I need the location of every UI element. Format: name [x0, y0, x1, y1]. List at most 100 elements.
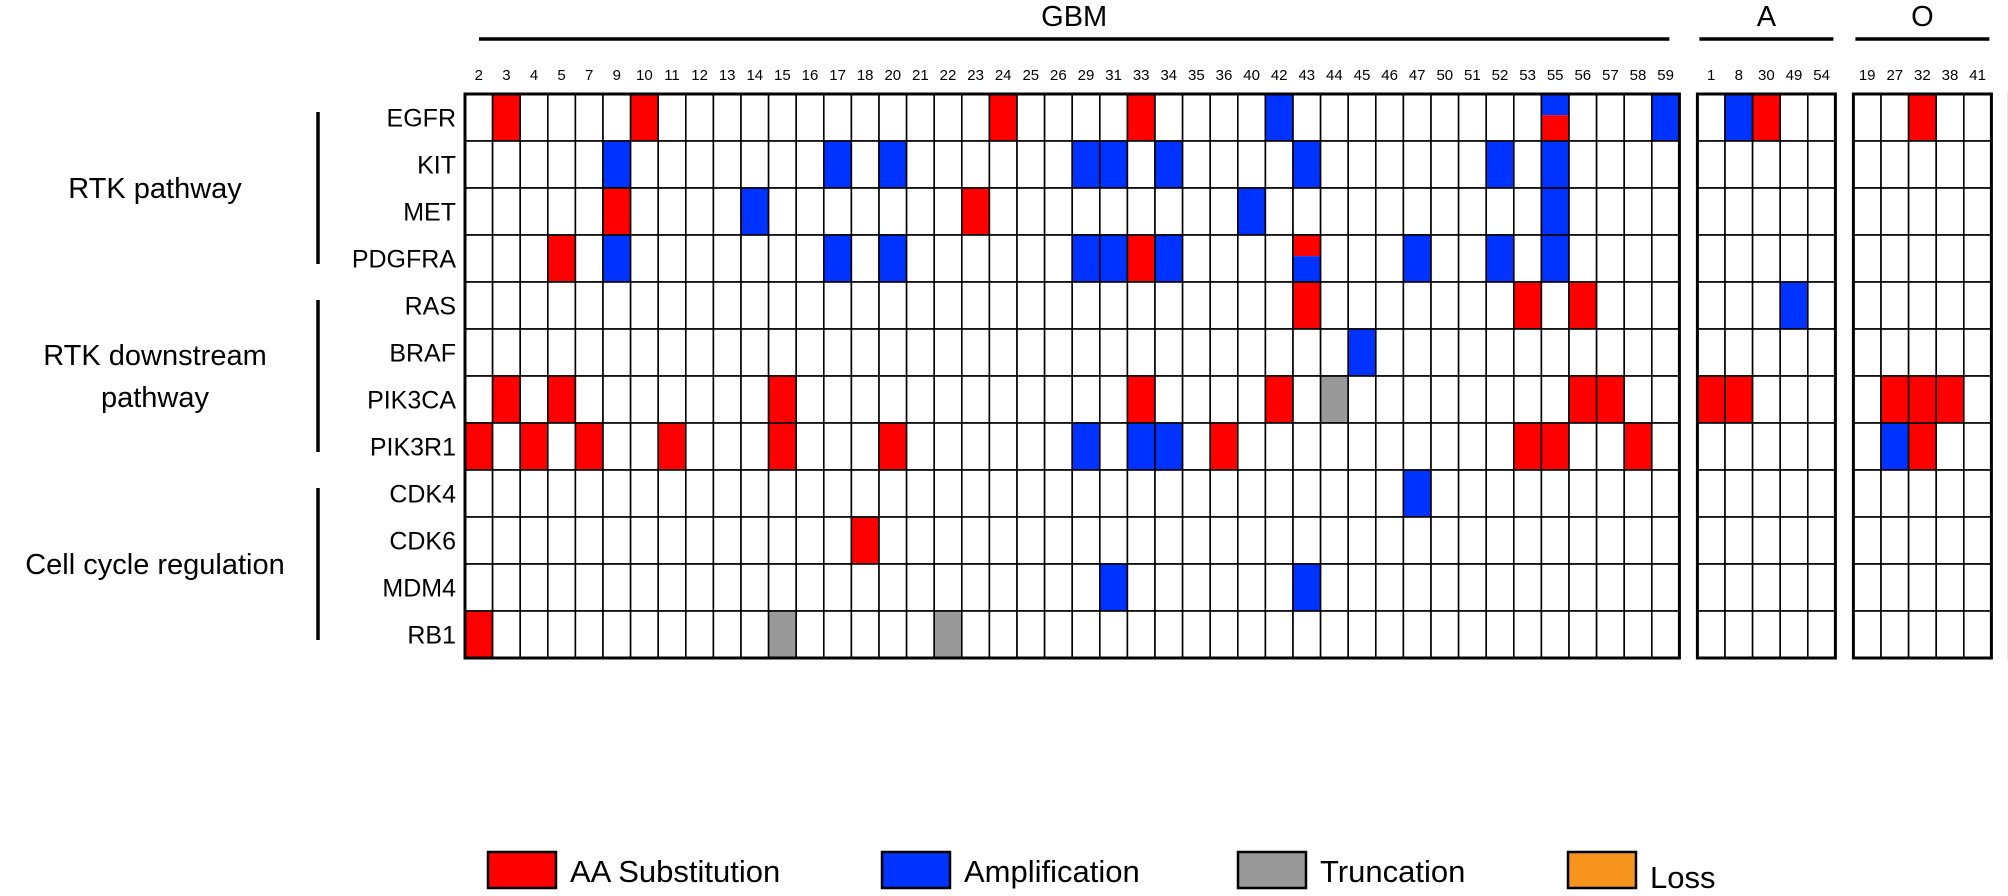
cell-egfr-sample-4	[519, 93, 549, 142]
cell-rb1-sample-54	[1807, 610, 1837, 659]
cell-cdk6-sample-7	[574, 516, 604, 565]
cell-kit-sample-19	[1852, 140, 1882, 189]
cell-pdgfra-sample-10	[629, 234, 659, 283]
cell-braf-sample-49	[1779, 328, 1809, 377]
cell-pik3ca-sample-49	[1779, 375, 1809, 424]
cell-met-sample-21	[905, 187, 935, 236]
cell-cdk6-sample-38	[1935, 516, 1965, 565]
cell-ras-sample-22	[933, 281, 963, 330]
cell-rb1-sample-22	[933, 610, 963, 659]
cell-pik3ca-sample-1	[1696, 375, 1726, 424]
sample-label-12: 12	[691, 67, 708, 84]
cell-met-sample-38	[1935, 187, 1965, 236]
cell-pik3r1-sample-41	[1963, 422, 1993, 471]
cell-rb1-sample-24	[988, 610, 1018, 659]
gene-label-braf: BRAF	[389, 340, 456, 368]
cell-met-sample-58	[1623, 187, 1653, 236]
sample-label-19: 19	[1859, 67, 1876, 84]
cell-braf-sample-10	[629, 328, 659, 377]
cell-egfr-sample-26	[1043, 93, 1073, 142]
cell-braf-sample-22	[933, 328, 963, 377]
sample-label-20: 20	[884, 67, 901, 84]
cell-kit-sample-53	[1513, 140, 1543, 189]
cell-met-sample-29	[1071, 187, 1101, 236]
cell-pik3ca-sample-52	[1485, 375, 1515, 424]
legend-label-aa-substitution: AA Substitution	[570, 854, 780, 889]
legend-label-loss: Loss	[1650, 860, 1715, 895]
cell-egfr-sample-16	[795, 93, 825, 142]
cell-pik3ca-sample-22	[933, 375, 963, 424]
sample-label-14: 14	[746, 67, 763, 84]
cell-braf-sample-5	[546, 328, 577, 377]
cell-met-sample-3	[491, 187, 522, 236]
cell-cdk6-sample-1	[1696, 516, 1726, 565]
cell-rb1-sample-59	[1651, 610, 1681, 659]
cell-cdk4-sample-19	[1852, 469, 1882, 518]
sample-label-25: 25	[1022, 67, 1039, 84]
cell-pik3ca-sample-31	[1099, 375, 1129, 424]
cell-kit-sample-33	[1126, 140, 1156, 189]
cell-met-sample-23	[960, 187, 991, 236]
cell-pik3r1-sample-27	[1880, 422, 1910, 471]
sample-label-41: 41	[1969, 67, 1986, 84]
sample-label-9: 9	[613, 67, 621, 84]
cell-pik3r1-sample-3	[491, 422, 522, 471]
cell-ras-sample-47	[1402, 281, 1432, 330]
cell-rb1-sample-32	[1907, 610, 1937, 659]
cell-met-sample-50	[1430, 187, 1460, 236]
cell-ras-sample-30	[1751, 281, 1781, 330]
cell-mdm4-sample-43	[1292, 563, 1322, 612]
cell-met-sample-42	[1264, 187, 1294, 236]
cell-mdm4-sample-57	[1595, 563, 1625, 612]
sample-label-5: 5	[557, 67, 565, 84]
cell-cdk4-sample-43	[1292, 469, 1322, 518]
cell-egfr-sample-56	[1568, 93, 1598, 142]
sample-label-15: 15	[774, 67, 791, 84]
cell-cdk6-sample-8	[1724, 516, 1754, 565]
cell-ras-sample-8	[1724, 281, 1754, 330]
cell-braf-sample-50	[1430, 328, 1460, 377]
sample-label-31: 31	[1105, 67, 1122, 84]
cell-pdgfra-sample-26	[1043, 234, 1073, 283]
cell-cdk6-sample-57	[1595, 516, 1625, 565]
cell-cdk4-sample-8	[1724, 469, 1754, 518]
cell-met-sample-52	[1485, 187, 1515, 236]
cell-pdgfra-sample-53	[1513, 234, 1543, 283]
cell-egfr-sample-23	[960, 93, 991, 142]
sample-label-50: 50	[1436, 67, 1453, 84]
cell-ras-sample-14	[740, 281, 770, 330]
cell-pdgfra-sample-31	[1099, 234, 1129, 283]
cell-met-sample-41	[1963, 187, 1993, 236]
cell-pik3r1-sample-54	[1807, 422, 1837, 471]
cell-pik3ca-sample-59	[1651, 375, 1681, 424]
cell-kit-sample-45	[1347, 140, 1377, 189]
cell-pik3ca-sample-19	[1852, 375, 1882, 424]
cell-rb1-sample-10	[629, 610, 659, 659]
cell-mdm4-sample-17	[822, 563, 853, 612]
cell-kit-sample-50	[1430, 140, 1460, 189]
cell-mdm4-sample-46	[1375, 563, 1405, 612]
sample-label-24: 24	[995, 67, 1012, 84]
cell-mdm4-sample-7	[574, 563, 604, 612]
cell-egfr-sample-57	[1595, 93, 1625, 142]
legend-label-amplification: Amplification	[964, 854, 1140, 889]
cell-pdgfra-sample-44	[1319, 234, 1349, 283]
cell-pik3ca-sample-27	[1880, 375, 1910, 424]
gene-label-met: MET	[403, 199, 456, 227]
cell-cdk4-sample-27	[1880, 469, 1910, 518]
cell-egfr-sample-1	[1696, 93, 1726, 142]
cell-cdk4-sample-53	[1513, 469, 1543, 518]
cell-egfr-sample-59	[1651, 93, 1681, 142]
cell-pik3r1-sample-11	[657, 422, 687, 471]
cell-pdgfra-sample-21	[905, 234, 935, 283]
cell-kit-sample-4	[519, 140, 549, 189]
cell-egfr-sample-38	[1935, 93, 1965, 142]
cell-mdm4-sample-21	[905, 563, 935, 612]
cell-ras-sample-12	[684, 281, 715, 330]
cell-met-sample-17	[822, 187, 853, 236]
sample-label-54: 54	[1813, 67, 1830, 84]
cell-pik3r1-sample-49	[1779, 422, 1809, 471]
cell-egfr-sample-52	[1485, 93, 1515, 142]
cell-cdk4-sample-1	[1696, 469, 1726, 518]
cell-kit-sample-22	[933, 140, 963, 189]
